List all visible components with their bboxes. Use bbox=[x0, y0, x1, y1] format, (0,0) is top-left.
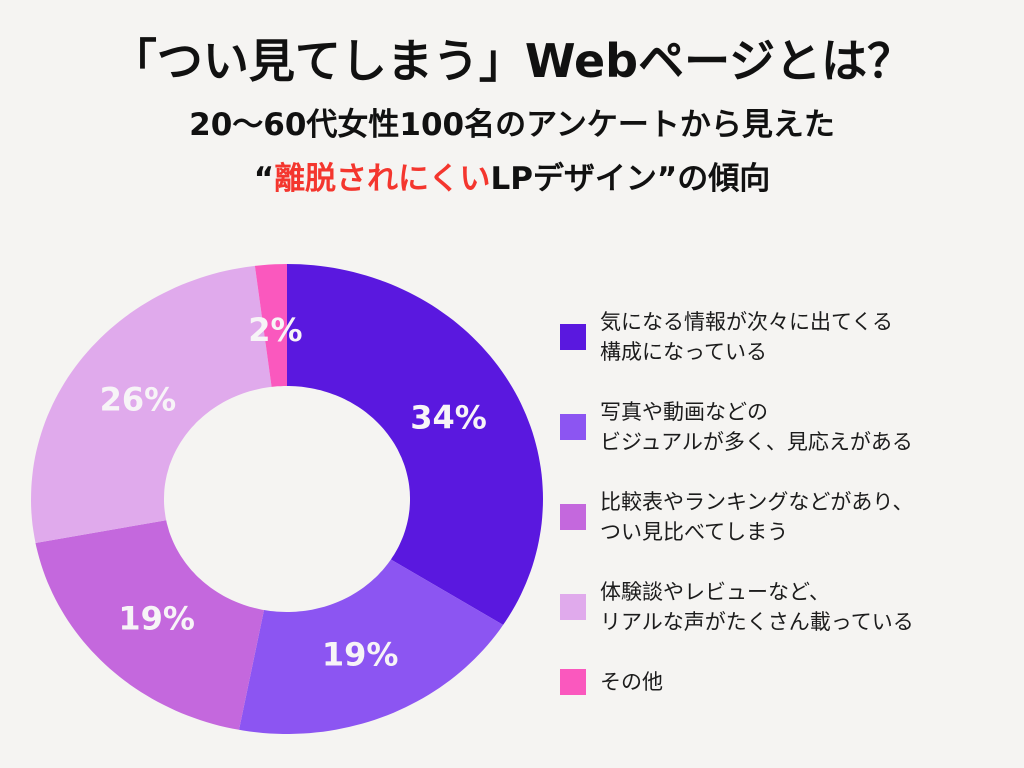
legend-label-3: 比較表やランキングなどがあり、 つい見比べてしまう bbox=[600, 490, 914, 544]
donut-chart-svg: 34% 19% 19% 26% 2% bbox=[31, 264, 543, 734]
legend-label-2: 写真や動画などの ビジュアルが多く、見応えがある bbox=[600, 400, 913, 454]
donut-slice-2 bbox=[239, 559, 504, 734]
slice-label-3: 19% bbox=[118, 600, 195, 638]
legend-swatch-2 bbox=[560, 414, 586, 440]
legend-label-5: その他 bbox=[600, 670, 663, 694]
legend-item-4: 体験談やレビューなど、 リアルな声がたくさん載っている bbox=[560, 577, 914, 637]
slice-label-5: 2% bbox=[248, 311, 302, 349]
donut-slice-5 bbox=[254, 264, 287, 387]
donut-slice-3 bbox=[35, 520, 264, 730]
subtitle2-rest: LPデザイン”の傾向 bbox=[490, 161, 771, 197]
legend-swatch-1 bbox=[560, 324, 586, 350]
donut-chart: 34% 19% 19% 26% 2% bbox=[0, 240, 580, 768]
legend-item-3: 比較表やランキングなどがあり、 つい見比べてしまう bbox=[560, 487, 914, 547]
legend-swatch-3 bbox=[560, 504, 586, 530]
subtitle-line2: “離脱されにくいLPデザイン”の傾向 bbox=[0, 160, 1024, 198]
legend-item-5: その他 bbox=[560, 667, 914, 697]
legend-item-2: 写真や動画などの ビジュアルが多く、見応えがある bbox=[560, 397, 914, 457]
subtitle2-highlight: 離脱されにくい bbox=[274, 161, 491, 197]
slice-label-2: 19% bbox=[322, 635, 399, 673]
subtitle-line1: 20〜60代女性100名のアンケートから見えた bbox=[189, 107, 835, 143]
legend-label-4: 体験談やレビューなど、 リアルな声がたくさん載っている bbox=[600, 580, 914, 634]
page-title: 「つい見てしまう」Webページとは？ bbox=[110, 34, 914, 88]
legend-item-1: 気になる情報が次々に出てくる 構成になっている bbox=[560, 307, 914, 367]
header: 「つい見てしまう」Webページとは？ 20〜60代女性100名のアンケートから見… bbox=[0, 34, 1024, 198]
slice-label-4: 26% bbox=[100, 381, 177, 419]
legend-swatch-5 bbox=[560, 669, 586, 695]
legend-swatch-4 bbox=[560, 594, 586, 620]
subtitle2-prefix: “ bbox=[253, 161, 275, 197]
legend-label-1: 気になる情報が次々に出てくる 構成になっている bbox=[600, 310, 893, 364]
chart-legend: 気になる情報が次々に出てくる 構成になっている 写真や動画などの ビジュアルが多く、見… bbox=[560, 307, 914, 697]
slice-label-1: 34% bbox=[410, 399, 487, 437]
donut-slice-4 bbox=[31, 265, 272, 543]
donut-slice-1 bbox=[287, 264, 543, 625]
